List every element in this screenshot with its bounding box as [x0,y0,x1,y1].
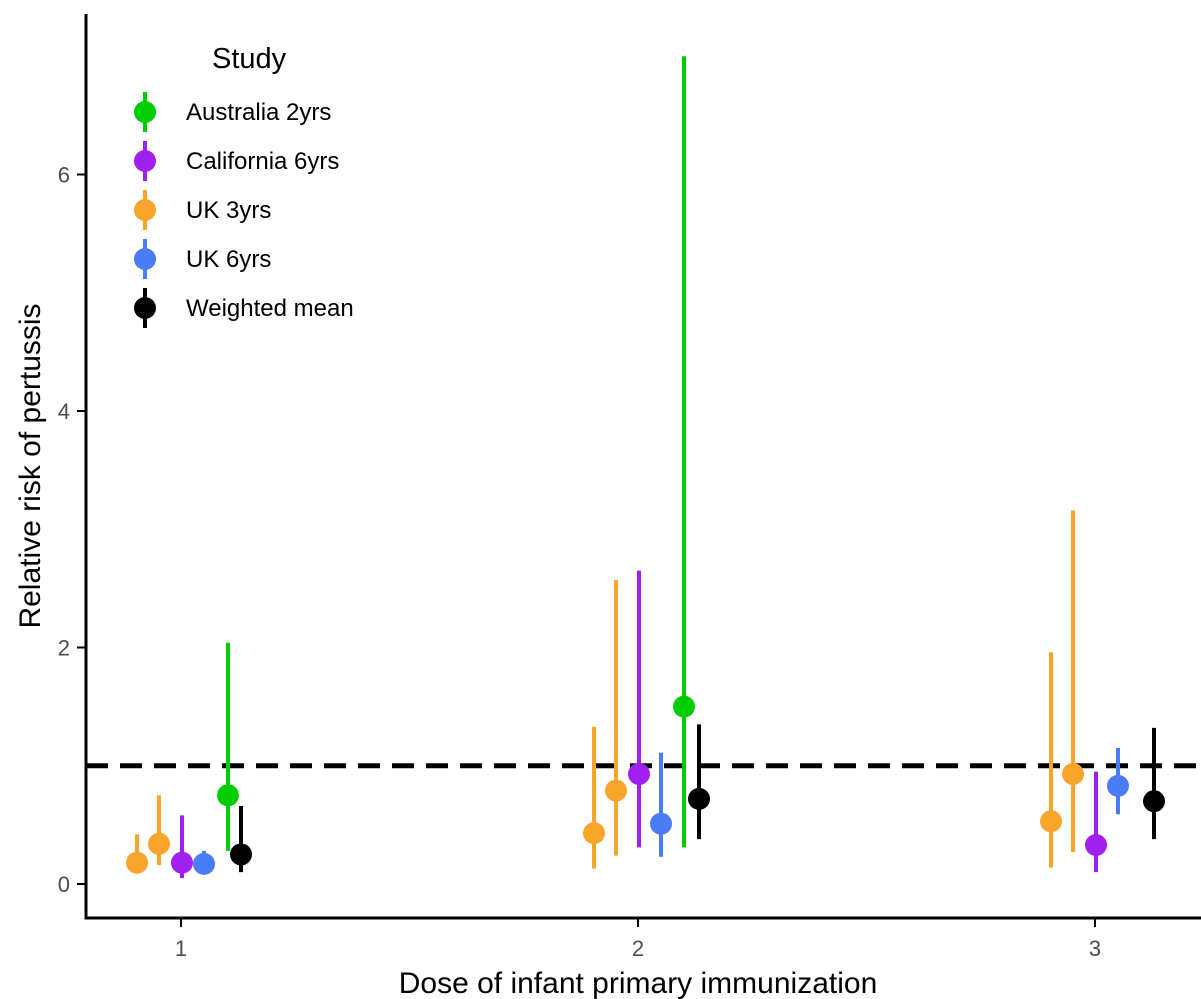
legend-item-california-6yrs: California 6yrs [134,141,339,181]
legend: Study Australia 2yrs California 6yrs UK 3y… [134,43,354,328]
point-range-australia-2yrs-dose-1-1 [217,642,239,851]
x-axis-title: Dose of infant primary immunization [399,967,878,999]
point-range-weighted-mean-dose-3-1 [1143,727,1165,840]
point-estimate [230,843,252,866]
point-range-uk-6yrs-dose-1-1 [193,850,215,875]
point-estimate [688,787,710,810]
legend-label: California 6yrs [186,148,339,175]
point-range-uk-3yrs-dose-1-2 [148,795,170,866]
point-range-uk-6yrs-dose-2-1 [650,752,672,857]
legend-item-uk-6yrs: UK 6yrs [134,239,271,279]
point-estimate [583,822,605,845]
point-estimate [193,852,215,875]
legend-key-point [134,297,156,319]
y-axis-title: Relative risk of pertussis [14,303,47,628]
legend-label: UK 6yrs [186,246,271,273]
point-range-marks [126,56,1165,879]
point-estimate [171,851,193,874]
y-tick-label-0: 0 [58,872,70,897]
legend-label: Weighted mean [186,295,354,322]
x-tick-label-1: 1 [175,936,187,961]
y-tick-label-4: 4 [58,399,70,424]
point-range-california-6yrs-dose-3-1 [1085,771,1107,873]
point-range-california-6yrs-dose-1-1 [171,815,193,879]
point-range-weighted-mean-dose-2-1 [688,724,710,840]
x-tick-label-2: 2 [632,936,644,961]
point-estimate [148,832,170,855]
point-range-uk-3yrs-dose-2-1 [583,726,605,869]
point-estimate [126,851,148,874]
legend-label: UK 3yrs [186,197,271,224]
point-range-uk-3yrs-dose-3-2 [1062,510,1084,853]
point-range-australia-2yrs-dose-2-1 [673,56,695,848]
point-estimate [650,812,672,835]
legend-item-weighted-mean: Weighted mean [134,288,354,328]
legend-item-australia-2yrs: Australia 2yrs [134,92,331,132]
point-range-california-6yrs-dose-2-1 [628,570,650,848]
legend-label: Australia 2yrs [186,99,331,126]
legend-key-point [134,150,156,172]
y-tick-label-2: 2 [58,636,70,661]
point-estimate [628,763,650,786]
point-estimate [1062,763,1084,786]
point-estimate [673,695,695,718]
point-range-uk-3yrs-dose-2-2 [605,580,627,856]
legend-key-point [134,101,156,123]
point-range-uk-6yrs-dose-3-1 [1107,748,1129,815]
point-estimate [1040,810,1062,833]
point-estimate [1107,774,1129,797]
point-estimate [605,779,627,802]
point-estimate [1085,833,1107,856]
point-range-uk-3yrs-dose-1-1 [126,834,148,874]
point-range-weighted-mean-dose-1-1 [230,805,252,873]
legend-key-point [134,248,156,270]
legend-item-uk-3yrs: UK 3yrs [134,190,271,230]
point-range-uk-3yrs-dose-3-1 [1040,652,1062,868]
legend-title: Study [212,43,287,75]
point-estimate [1143,790,1165,813]
axes: 0 2 4 6 1 2 3 [58,14,1201,961]
x-tick-label-3: 3 [1089,936,1101,961]
legend-key-point [134,199,156,221]
y-tick-label-6: 6 [58,163,70,188]
point-estimate [217,784,239,807]
